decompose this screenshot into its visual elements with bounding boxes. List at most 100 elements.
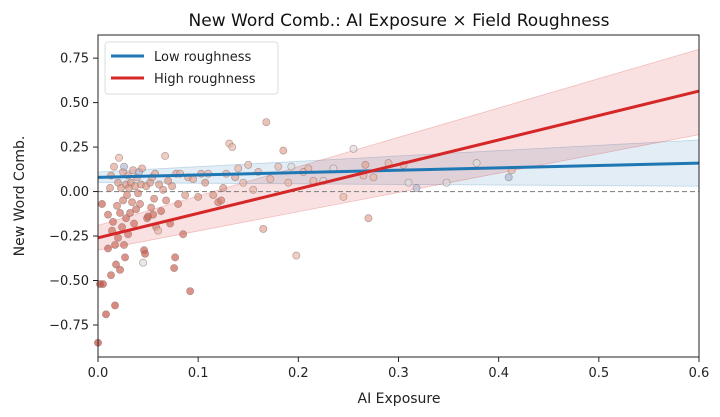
data-point-111 (349, 144, 358, 153)
data-point-76 (181, 191, 190, 200)
data-point-95 (249, 185, 258, 194)
data-point-15 (112, 260, 120, 269)
data-point-78 (186, 287, 195, 296)
data-point-6 (104, 210, 112, 219)
fit-line-0 (97, 161, 700, 179)
data-point-35 (126, 208, 135, 217)
axis-ticks: 0.0 0.1 0.2 0.3 0.4 0.5 0.6 −0.75 −0.50 −0.25 0.00… (49, 52, 709, 381)
data-point-86 (217, 196, 226, 205)
chart-title: New Word Comb.: AI Exposure × Field Roug… (189, 11, 610, 31)
data-point-103 (287, 162, 296, 171)
data-point-118 (404, 178, 413, 187)
legend-box (104, 41, 279, 95)
x-tick-label-6: 0.6 (689, 366, 710, 381)
data-point-12 (110, 162, 118, 171)
data-point-29 (122, 214, 130, 223)
data-point-65 (161, 152, 170, 160)
data-point-120 (442, 178, 451, 187)
data-point-94 (244, 160, 253, 169)
y-tick-label-6: 0.75 (60, 52, 89, 67)
data-point-104 (292, 251, 301, 260)
legend-label-high: High roughness (154, 72, 256, 87)
data-point-87 (219, 184, 228, 192)
y-tick-label-2: −0.25 (49, 230, 89, 245)
fit-line-1 (97, 89, 700, 240)
legend-label-low: Low roughness (154, 50, 251, 65)
data-point-55 (147, 203, 156, 212)
data-point-48 (139, 258, 148, 267)
x-tick-label-0: 0.0 (88, 366, 109, 381)
data-point-2 (99, 280, 107, 289)
data-point-28 (121, 253, 129, 262)
data-point-70 (170, 264, 179, 272)
data-point-93 (239, 178, 248, 187)
data-point-121 (472, 159, 481, 168)
data-point-5 (104, 244, 112, 253)
x-tick-label-5: 0.5 (588, 366, 609, 381)
data-point-26 (120, 162, 128, 171)
data-point-67 (164, 176, 173, 185)
data-point-113 (361, 160, 370, 169)
data-point-92 (234, 164, 243, 173)
data-point-61 (154, 226, 163, 235)
data-point-18 (114, 233, 122, 242)
data-point-62 (155, 180, 164, 189)
data-point-115 (369, 173, 378, 182)
data-point-14 (111, 301, 119, 310)
data-point-31 (123, 191, 131, 200)
y-tick-label-0: −0.75 (49, 318, 89, 333)
data-point-75 (179, 230, 188, 239)
data-point-100 (274, 162, 283, 171)
data-point-82 (201, 178, 210, 187)
plot-area (94, 34, 700, 358)
data-point-25 (119, 196, 127, 205)
data-point-43 (134, 189, 143, 198)
data-point-47 (138, 164, 147, 173)
data-point-19 (115, 153, 123, 162)
data-point-66 (162, 196, 171, 205)
data-point-16 (113, 201, 121, 210)
data-point-63 (157, 207, 166, 216)
data-point-20 (116, 208, 124, 217)
data-point-119 (412, 184, 421, 192)
y-axis-label: New Word Comb. (12, 136, 28, 257)
data-point-7 (106, 184, 114, 192)
data-point-114 (364, 214, 373, 223)
data-point-73 (174, 200, 183, 208)
data-point-39 (130, 219, 139, 228)
data-point-97 (259, 224, 268, 233)
data-point-41 (132, 205, 141, 214)
data-point-13 (111, 240, 119, 249)
data-point-71 (171, 253, 180, 262)
data-point-69 (168, 182, 177, 191)
data-point-27 (120, 240, 128, 249)
x-tick-label-1: 0.1 (188, 366, 209, 381)
y-tick-label-3: 0.00 (60, 185, 89, 200)
data-point-80 (194, 192, 203, 201)
data-point-58 (150, 194, 159, 203)
data-point-8 (107, 271, 115, 280)
data-point-84 (209, 191, 218, 200)
data-point-98 (262, 118, 271, 127)
data-point-4 (102, 310, 110, 319)
data-point-122 (504, 173, 513, 182)
y-tick-label-5: 0.50 (60, 96, 89, 111)
x-tick-label-4: 0.4 (488, 366, 509, 381)
data-point-50 (141, 249, 150, 258)
data-point-45 (136, 200, 145, 208)
data-point-102 (284, 178, 293, 187)
data-point-110 (339, 192, 348, 201)
y-tick-label-1: −0.50 (49, 274, 89, 289)
legend: Low roughness High roughness (104, 41, 279, 95)
data-point-57 (149, 210, 158, 219)
data-point-37 (128, 198, 137, 207)
data-point-99 (266, 175, 275, 184)
x-tick-label-2: 0.2 (288, 366, 309, 381)
data-point-21 (116, 265, 124, 274)
data-point-90 (228, 143, 237, 152)
x-axis-label: AI Exposure (358, 391, 441, 407)
data-point-101 (279, 146, 288, 155)
y-tick-label-4: 0.25 (60, 141, 89, 156)
data-point-11 (109, 217, 117, 226)
